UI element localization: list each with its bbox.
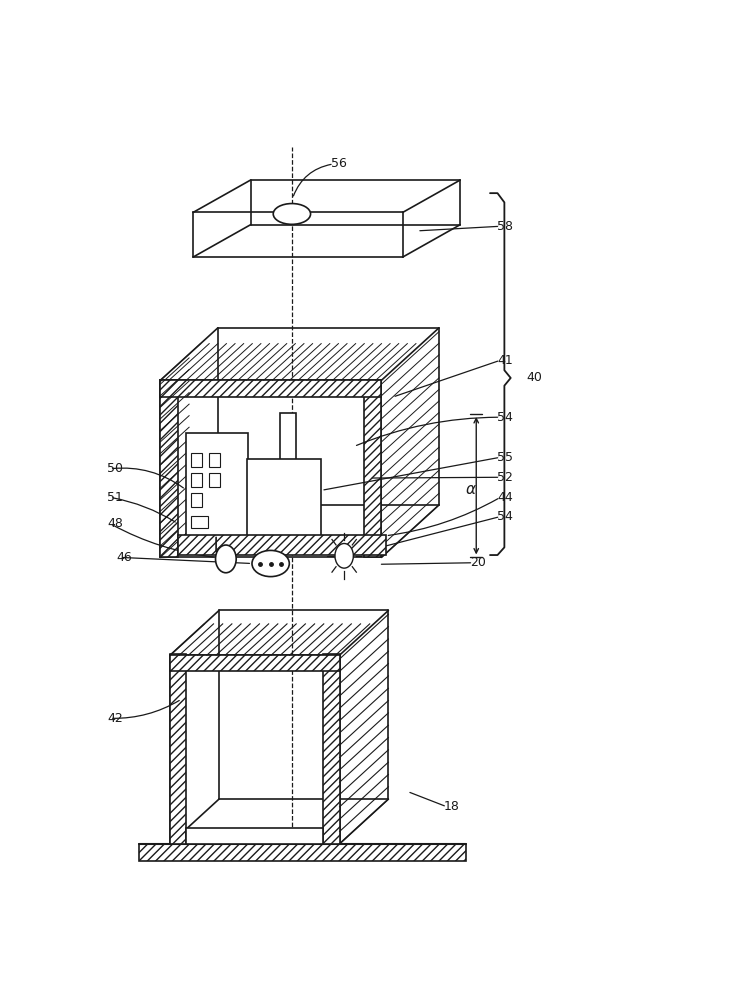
Text: 42: 42 (107, 712, 123, 725)
Bar (170, 654, 186, 844)
Bar (247, 459, 321, 536)
Bar (191, 453, 202, 467)
Bar (365, 380, 382, 557)
Circle shape (335, 544, 353, 568)
Ellipse shape (252, 550, 289, 577)
Text: 54: 54 (497, 411, 514, 424)
Bar (191, 473, 202, 487)
Bar (280, 413, 296, 532)
Bar (139, 844, 466, 861)
Text: 20: 20 (471, 556, 486, 569)
Text: 56: 56 (331, 157, 347, 170)
Text: 44: 44 (497, 491, 514, 504)
Text: 48: 48 (107, 517, 123, 530)
Ellipse shape (273, 204, 310, 224)
Bar (209, 453, 220, 467)
Text: 54: 54 (497, 510, 514, 523)
Bar (178, 535, 385, 555)
Bar (160, 380, 178, 557)
Text: 46: 46 (117, 551, 133, 564)
Text: 52: 52 (497, 471, 514, 484)
Circle shape (216, 545, 236, 573)
Text: 55: 55 (497, 451, 514, 464)
Bar (170, 655, 339, 671)
Bar (191, 516, 207, 528)
Bar (186, 828, 324, 844)
Bar (160, 380, 382, 397)
Bar (191, 493, 202, 507)
Text: 18: 18 (444, 800, 460, 813)
Bar (186, 433, 247, 537)
Text: 51: 51 (107, 491, 123, 504)
Text: 41: 41 (497, 354, 514, 367)
Text: 58: 58 (497, 220, 514, 233)
Bar (209, 473, 220, 487)
Bar (324, 654, 339, 844)
Text: 40: 40 (526, 371, 542, 384)
Text: 50: 50 (107, 462, 123, 475)
Text: $\alpha$: $\alpha$ (465, 482, 476, 497)
